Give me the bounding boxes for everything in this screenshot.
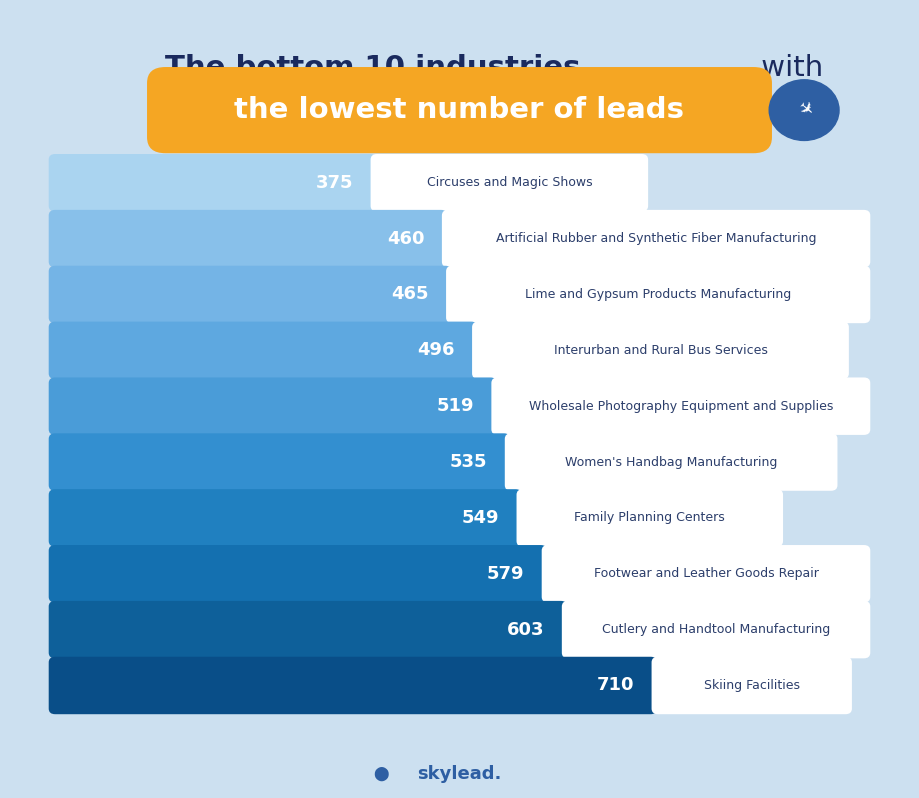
FancyBboxPatch shape [49,154,376,211]
Text: Wholesale Photography Equipment and Supplies: Wholesale Photography Equipment and Supp… [528,400,833,413]
Text: 496: 496 [417,342,455,359]
FancyBboxPatch shape [49,377,497,435]
FancyBboxPatch shape [49,210,448,267]
FancyBboxPatch shape [49,657,657,714]
Text: 579: 579 [487,565,524,583]
Text: Footwear and Leather Goods Repair: Footwear and Leather Goods Repair [594,567,819,580]
FancyBboxPatch shape [49,433,510,491]
FancyBboxPatch shape [652,657,852,714]
Text: Women's Handbag Manufacturing: Women's Handbag Manufacturing [565,456,777,468]
Text: 603: 603 [507,621,544,638]
FancyBboxPatch shape [49,545,547,602]
Text: ⬤: ⬤ [374,767,389,781]
Text: Interurban and Rural Bus Services: Interurban and Rural Bus Services [553,344,767,357]
FancyBboxPatch shape [492,377,870,435]
Text: 460: 460 [387,230,425,247]
Text: with: with [752,53,823,82]
FancyBboxPatch shape [442,210,870,267]
Text: 375: 375 [315,174,353,192]
FancyBboxPatch shape [562,601,870,658]
Text: skylead.: skylead. [417,765,502,783]
Text: Skiing Facilities: Skiing Facilities [704,679,800,692]
FancyBboxPatch shape [505,433,837,491]
Text: Family Planning Centers: Family Planning Centers [574,512,725,524]
Text: Artificial Rubber and Synthetic Fiber Manufacturing: Artificial Rubber and Synthetic Fiber Ma… [496,232,816,245]
FancyBboxPatch shape [541,545,870,602]
FancyBboxPatch shape [472,322,849,379]
Text: 465: 465 [391,286,428,303]
Text: the lowest number of leads: the lowest number of leads [234,96,685,124]
FancyBboxPatch shape [370,154,648,211]
Text: 549: 549 [461,509,499,527]
Text: 535: 535 [449,453,487,471]
Text: 710: 710 [596,677,634,694]
FancyBboxPatch shape [49,489,522,547]
FancyBboxPatch shape [147,67,772,153]
Text: Lime and Gypsum Products Manufacturing: Lime and Gypsum Products Manufacturing [525,288,791,301]
FancyBboxPatch shape [49,266,451,323]
FancyBboxPatch shape [49,601,567,658]
FancyBboxPatch shape [446,266,870,323]
Text: Cutlery and Handtool Manufacturing: Cutlery and Handtool Manufacturing [602,623,830,636]
Circle shape [769,80,839,140]
Text: 519: 519 [437,397,474,415]
Text: Circuses and Magic Shows: Circuses and Magic Shows [426,176,592,189]
FancyBboxPatch shape [49,322,478,379]
Text: The bottom 10 industries: The bottom 10 industries [165,53,581,82]
FancyBboxPatch shape [516,489,783,547]
Text: ✈: ✈ [792,98,816,122]
